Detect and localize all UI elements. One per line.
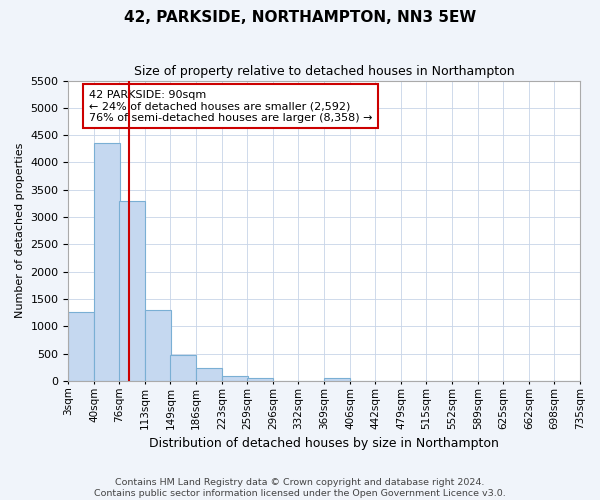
Bar: [145, 310, 171, 381]
Bar: [94, 144, 120, 381]
Text: 42, PARKSIDE, NORTHAMPTON, NN3 5EW: 42, PARKSIDE, NORTHAMPTON, NN3 5EW: [124, 10, 476, 25]
Bar: [324, 378, 350, 381]
Bar: [247, 378, 273, 381]
Bar: [222, 376, 248, 381]
Bar: [196, 368, 222, 381]
Text: Contains HM Land Registry data © Crown copyright and database right 2024.
Contai: Contains HM Land Registry data © Crown c…: [94, 478, 506, 498]
Title: Size of property relative to detached houses in Northampton: Size of property relative to detached ho…: [134, 65, 515, 78]
Bar: [170, 355, 196, 381]
Bar: [119, 200, 145, 381]
Y-axis label: Number of detached properties: Number of detached properties: [15, 143, 25, 318]
Bar: [68, 312, 94, 381]
Text: 42 PARKSIDE: 90sqm
← 24% of detached houses are smaller (2,592)
76% of semi-deta: 42 PARKSIDE: 90sqm ← 24% of detached hou…: [89, 90, 373, 123]
X-axis label: Distribution of detached houses by size in Northampton: Distribution of detached houses by size …: [149, 437, 499, 450]
